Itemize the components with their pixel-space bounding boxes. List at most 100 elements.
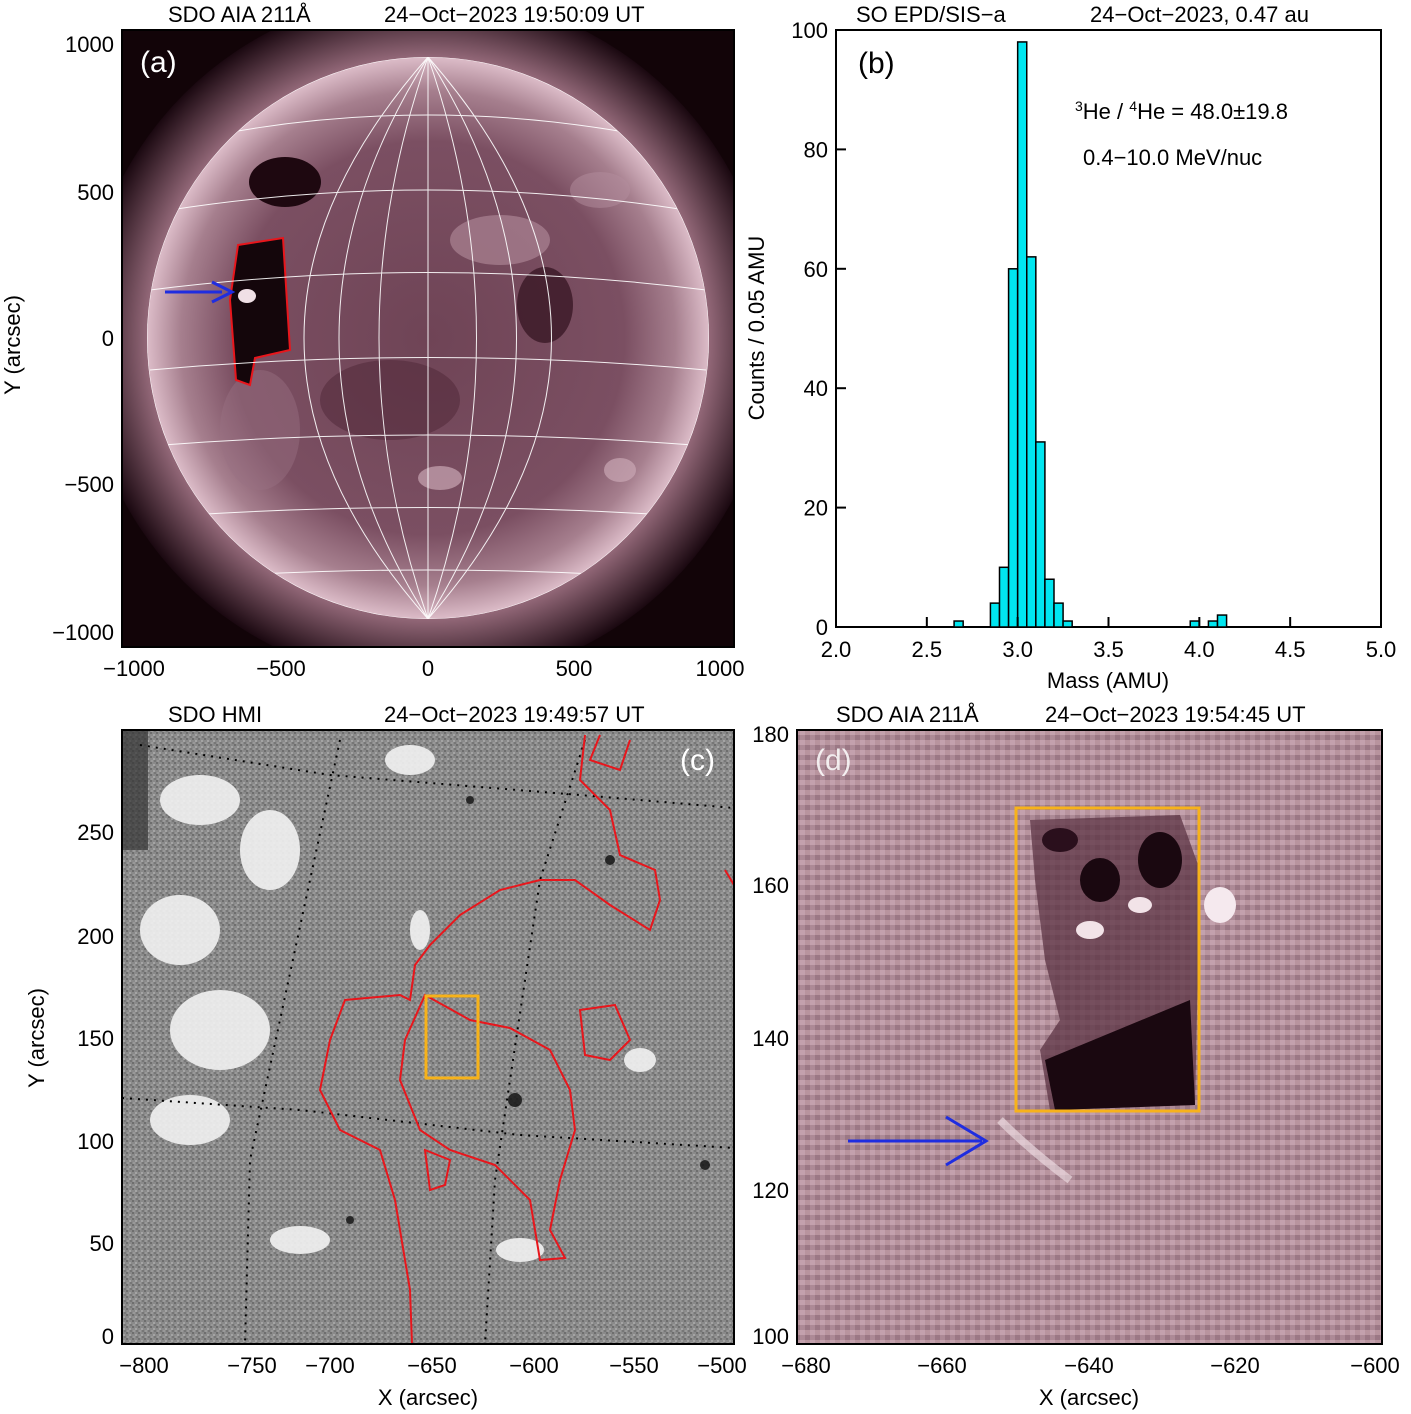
x-tick-label: 4.5 bbox=[1275, 637, 1306, 662]
panel-a-ytick: 0 bbox=[102, 326, 114, 351]
panel-c-title-left: SDO HMI bbox=[168, 702, 262, 727]
panel-a-yticks: 1000 500 0 −500 −1000 bbox=[52, 32, 114, 645]
panel-c-yticks: 250 200 150 100 50 0 bbox=[77, 820, 114, 1349]
panel-d-xlabel: X (arcsec) bbox=[1039, 1385, 1139, 1410]
panel-c-xtick: −800 bbox=[119, 1353, 169, 1378]
panel-a-label: (a) bbox=[140, 46, 177, 79]
panel-d-xtick: −660 bbox=[917, 1353, 967, 1378]
panel-d-title-right: 24−Oct−2023 19:54:45 UT bbox=[1045, 702, 1306, 727]
x-tick-label: 4.0 bbox=[1184, 637, 1215, 662]
panel-c-ytick: 250 bbox=[77, 820, 114, 845]
positive-polarity-patches bbox=[140, 745, 656, 1262]
panel-a-title-right: 24−Oct−2023 19:50:09 UT bbox=[384, 2, 645, 27]
panel-b-xlabel: Mass (AMU) bbox=[1047, 668, 1169, 693]
panel-c-xtick: −600 bbox=[509, 1353, 559, 1378]
panel-c-magnetogram: (c) bbox=[122, 730, 734, 1344]
panel-d-xtick: −600 bbox=[1350, 1353, 1400, 1378]
histogram-bar bbox=[1053, 602, 1064, 628]
panel-c-ytick: 200 bbox=[77, 924, 114, 949]
jet-region bbox=[997, 815, 1236, 1184]
panel-c-xlabel: X (arcsec) bbox=[378, 1385, 478, 1410]
histogram-bar bbox=[998, 566, 1010, 628]
x-tick-label: 2.5 bbox=[912, 637, 943, 662]
panel-a-xtick: −500 bbox=[256, 656, 306, 681]
panel-d-ytick: 100 bbox=[752, 1324, 789, 1349]
panel-a-xtick: 0 bbox=[422, 656, 434, 681]
panel-d-ytick: 180 bbox=[752, 722, 789, 747]
x-tick-label: 5.0 bbox=[1366, 637, 1397, 662]
panel-b-label: (b) bbox=[858, 47, 895, 80]
x-tick-label: 3.0 bbox=[1002, 637, 1033, 662]
y-tick-label: 60 bbox=[804, 257, 828, 282]
panel-c-xtick: −550 bbox=[609, 1353, 659, 1378]
panel-b-plot-area bbox=[835, 29, 1382, 628]
coronal-hole-north bbox=[249, 157, 321, 207]
isotope-ratio: 3He / 4He = 48.0±19.8 bbox=[1075, 98, 1288, 124]
panel-d-ytick: 160 bbox=[752, 873, 789, 898]
panel-c-xtick: −650 bbox=[407, 1353, 457, 1378]
panel-a: SDO AIA 211Å 24−Oct−2023 19:50:09 UT bbox=[0, 2, 744, 681]
histogram-bar bbox=[989, 602, 1001, 628]
panel-d-xtick: −640 bbox=[1064, 1353, 1114, 1378]
histogram-bar bbox=[1016, 41, 1028, 628]
panel-b: SO EPD/SIS−a 24−Oct−2023, 0.47 au 2.0 2.5… bbox=[744, 2, 1396, 693]
coronal-hole-contour bbox=[228, 236, 292, 387]
heliographic-grid-c bbox=[122, 739, 734, 1344]
panel-d-box bbox=[1014, 806, 1201, 1113]
panel-d-yticks: 180 160 140 120 100 bbox=[752, 722, 789, 1349]
panel-a-ytick: −1000 bbox=[52, 620, 114, 645]
y-tick-label: 100 bbox=[791, 18, 828, 43]
panel-a-image: (a) bbox=[122, 30, 734, 647]
panel-c-xtick: −500 bbox=[697, 1353, 747, 1378]
x-tick-label: 2.0 bbox=[821, 637, 852, 662]
panel-c-xtick: −700 bbox=[305, 1353, 355, 1378]
x-tick-label: 3.5 bbox=[1093, 637, 1124, 662]
histogram-bar bbox=[1007, 268, 1019, 628]
histogram-bars bbox=[953, 41, 1228, 628]
panel-d-xtick: −680 bbox=[781, 1353, 831, 1378]
panel-c-ytick: 0 bbox=[102, 1324, 114, 1349]
ratio-mid: He / bbox=[1083, 99, 1129, 124]
y-tick-label: 40 bbox=[804, 376, 828, 401]
panel-a-title-left: SDO AIA 211Å bbox=[168, 2, 311, 27]
histogram-bar bbox=[1189, 620, 1201, 628]
panel-d-label: (d) bbox=[815, 744, 852, 777]
negative-polarity-patches bbox=[346, 796, 710, 1224]
histogram-bar bbox=[953, 620, 964, 628]
energy-range: 0.4−10.0 MeV/nuc bbox=[1083, 145, 1262, 170]
panel-d-ytick: 120 bbox=[752, 1178, 789, 1203]
panel-c-ylabel: Y (arcsec) bbox=[24, 988, 49, 1088]
panel-d-title-left: SDO AIA 211Å bbox=[836, 702, 979, 727]
panel-a-xtick: 500 bbox=[556, 656, 593, 681]
ratio-sup-4: 4 bbox=[1129, 98, 1137, 114]
panel-c-xticks: −800 −750 −700 −650 −600 −550 −500 bbox=[119, 1353, 747, 1378]
histogram-ticks: 2.0 2.5 3.0 3.5 4.0 4.5 5.0 0 20 40 60 80 100 bbox=[791, 18, 1396, 662]
y-tick-label: 80 bbox=[804, 137, 828, 162]
panel-d-image: (d) bbox=[797, 730, 1382, 1344]
y-tick-label: 0 bbox=[816, 615, 828, 640]
sun-features bbox=[147, 57, 709, 619]
histogram-bar bbox=[1062, 620, 1073, 628]
panel-a-ytick: −500 bbox=[64, 472, 114, 497]
panel-c-ytick: 100 bbox=[77, 1129, 114, 1154]
panel-c-xtick: −750 bbox=[227, 1353, 277, 1378]
panel-d-ytick: 140 bbox=[752, 1026, 789, 1051]
coronal-hole-source bbox=[230, 238, 290, 385]
panel-c-title-right: 24−Oct−2023 19:49:57 UT bbox=[384, 702, 645, 727]
ratio-sup-3: 3 bbox=[1075, 98, 1083, 114]
panel-a-ytick: 1000 bbox=[65, 32, 114, 57]
panel-a-ylabel: Y (arcsec) bbox=[0, 295, 25, 395]
histogram-bar bbox=[1216, 614, 1228, 628]
heliographic-grid bbox=[147, 57, 709, 619]
panel-d: SDO AIA 211Å 24−Oct−2023 19:54:45 UT (d) bbox=[752, 702, 1400, 1410]
histogram-bar bbox=[1035, 441, 1046, 628]
jet-source-brightening bbox=[238, 289, 256, 303]
panel-a-xtick: 1000 bbox=[696, 656, 745, 681]
panel-a-xticks: −1000 −500 0 500 1000 bbox=[103, 656, 744, 681]
panel-a-ytick: 500 bbox=[77, 180, 114, 205]
panel-d-xticks: −680 −660 −640 −620 −600 bbox=[781, 1353, 1400, 1378]
histogram-bar bbox=[1207, 620, 1219, 628]
panel-c: SDO HMI 24−Oct−2023 19:49:57 UT bbox=[24, 702, 747, 1410]
panel-a-xtick: −1000 bbox=[103, 656, 165, 681]
